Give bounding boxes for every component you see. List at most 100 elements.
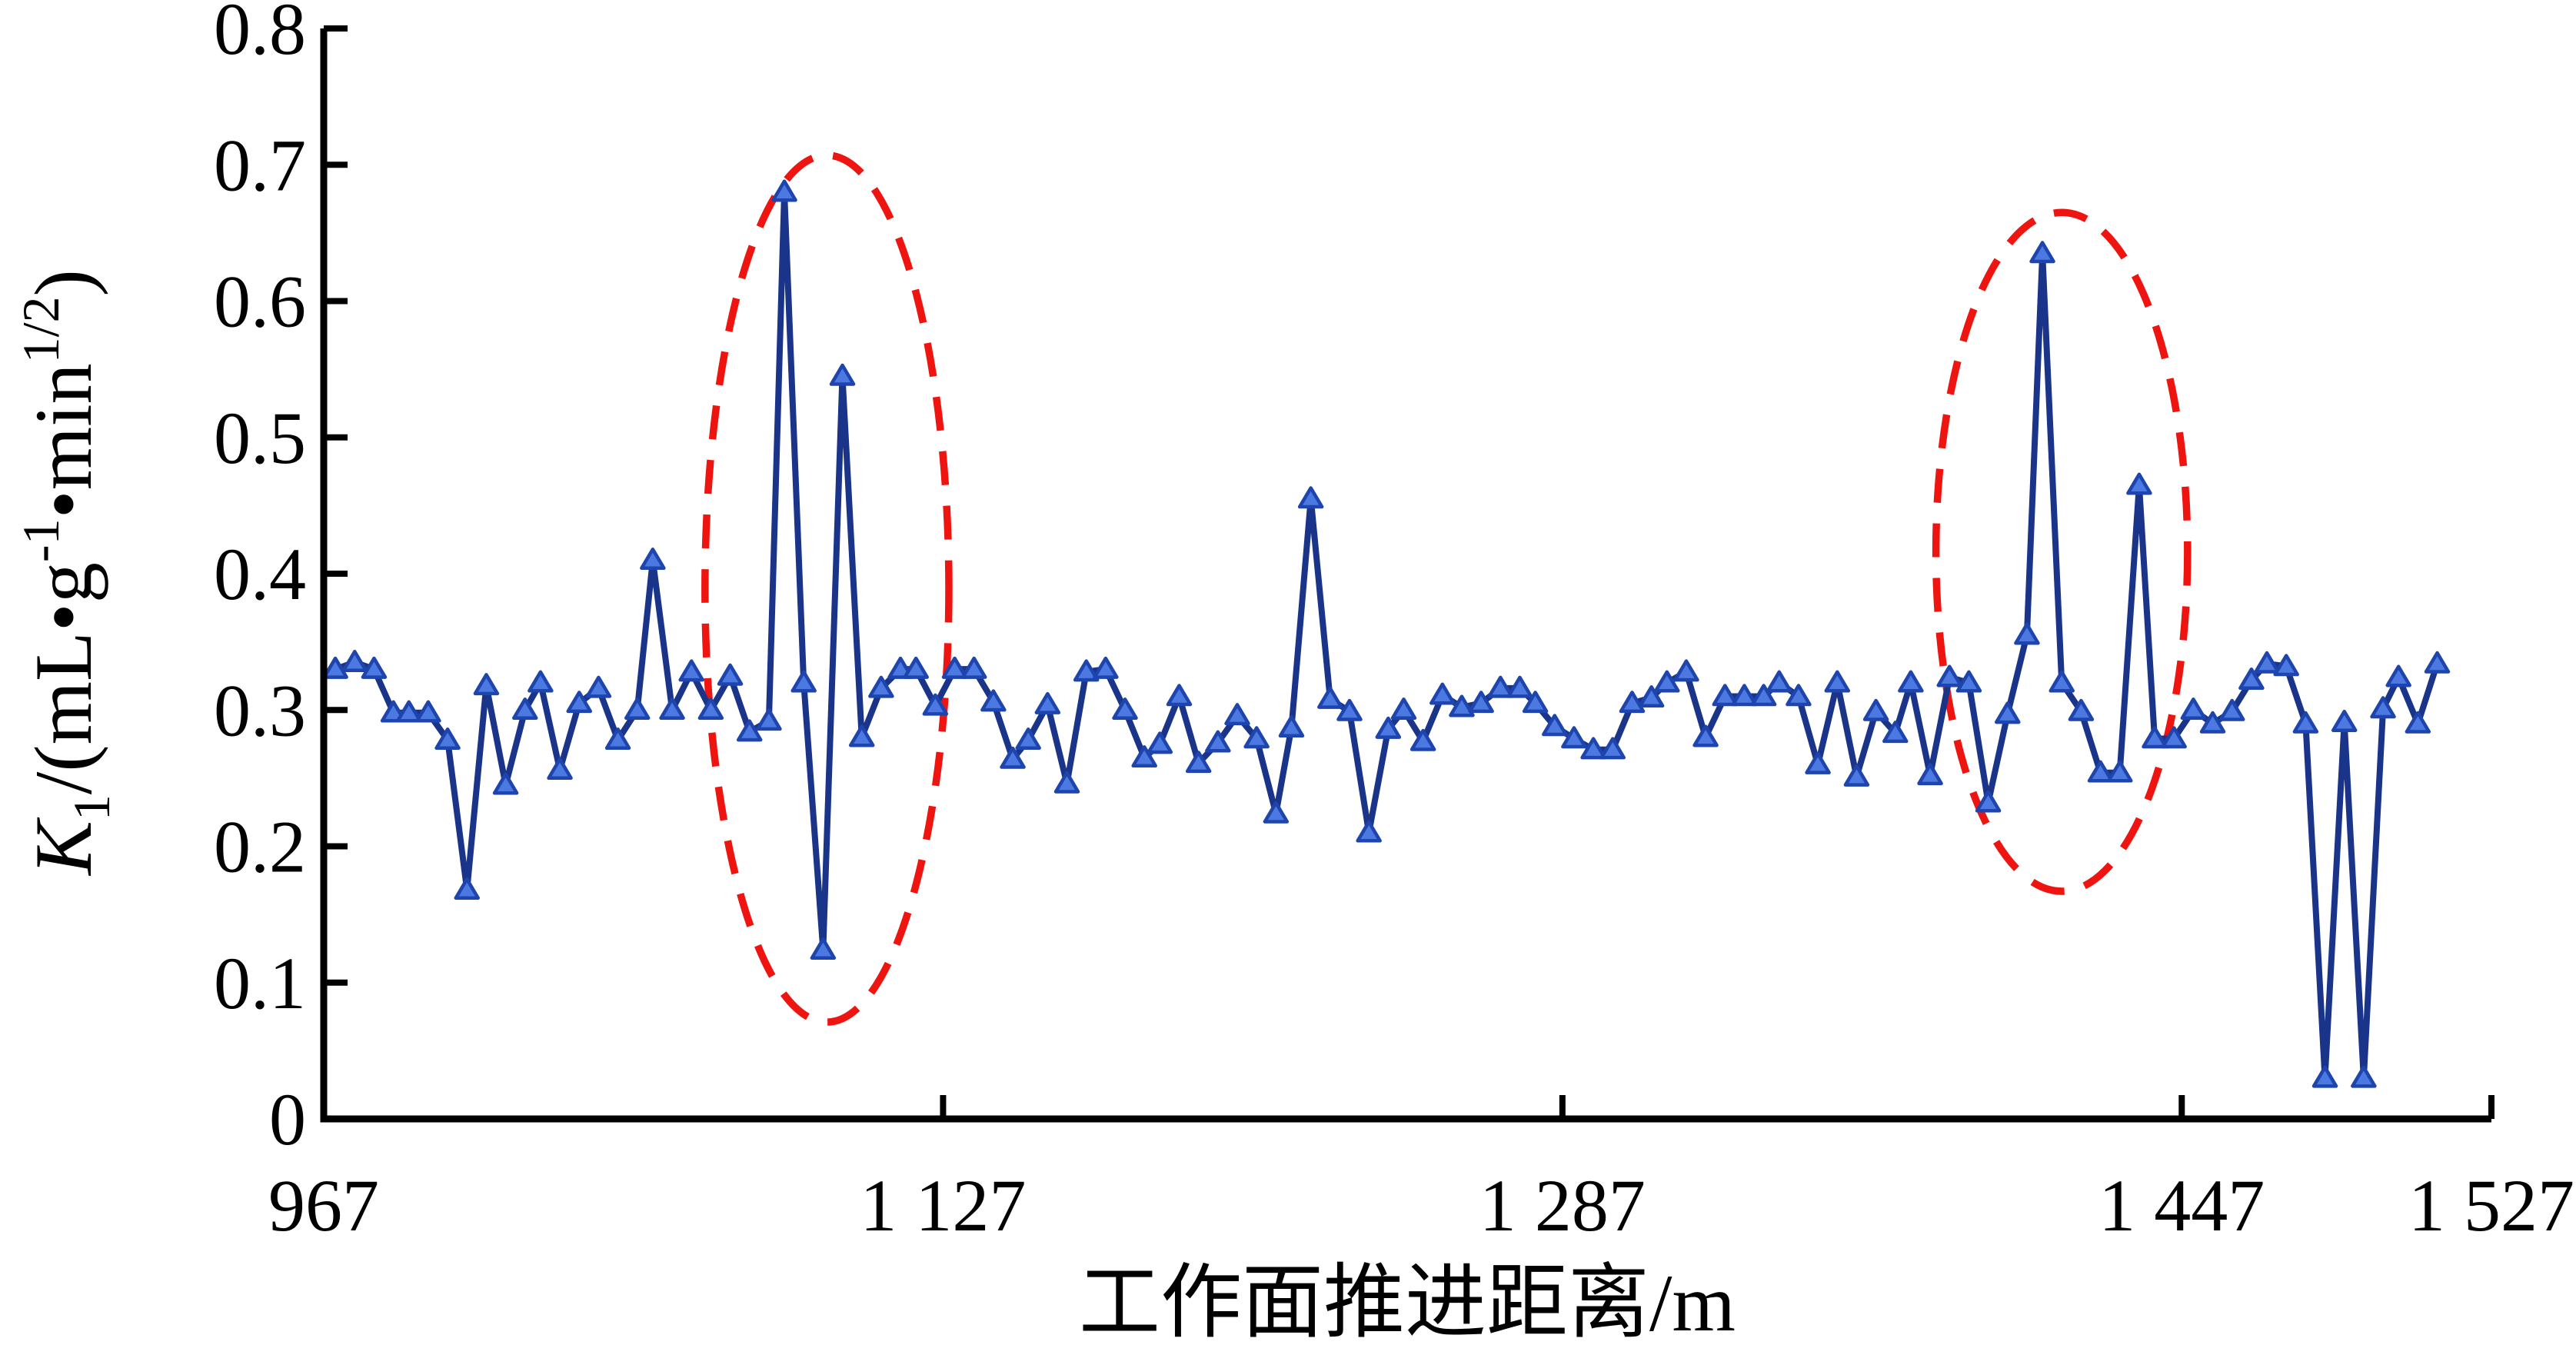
data-point-marker — [2180, 697, 2207, 720]
data-point-marker — [1356, 820, 1382, 843]
data-point-marker — [1093, 656, 1119, 679]
data-point-marker — [678, 659, 704, 682]
data-point-marker — [1147, 731, 1173, 754]
data-point-marker — [1000, 746, 1026, 769]
data-point-marker — [1995, 701, 2021, 724]
data-point-marker — [1599, 737, 1626, 760]
data-point-marker — [1750, 684, 1777, 707]
data-point-marker — [1506, 675, 1533, 698]
data-point-marker — [1166, 684, 1193, 707]
data-point-marker — [1766, 670, 1792, 693]
data-point-marker — [2048, 670, 2075, 693]
data-point-marker — [395, 700, 422, 723]
data-point-marker — [1278, 715, 1305, 738]
data-point-marker — [566, 691, 592, 714]
data-point-marker — [1692, 724, 1719, 747]
data-point-marker — [756, 708, 782, 731]
data-point-marker — [1297, 486, 1324, 509]
data-point-marker — [980, 689, 1007, 712]
data-point-marker — [2405, 711, 2431, 734]
data-point-marker — [473, 673, 500, 696]
data-point-marker — [1034, 691, 1061, 714]
y-axis-title-part: min — [18, 363, 108, 490]
data-point-marker — [1429, 682, 1456, 705]
x-axis-title: 工作面推进距离/m — [1079, 1258, 1736, 1348]
x-tick-label: 1 527 — [2408, 1164, 2574, 1247]
data-point-marker — [1390, 697, 1417, 720]
data-point-marker — [1409, 728, 1436, 751]
data-point-marker — [2218, 698, 2245, 721]
y-axis-title-part: g — [18, 562, 108, 603]
data-point-marker — [941, 656, 968, 679]
data-point-marker — [1917, 763, 1943, 786]
data-point-marker — [1375, 716, 1402, 739]
data-point-marker — [1805, 751, 1831, 774]
data-point-marker — [697, 697, 724, 720]
data-point-marker — [1843, 764, 1870, 787]
data-point-marker — [1898, 670, 1924, 693]
data-point-marker — [1131, 745, 1157, 768]
data-point-marker — [790, 670, 817, 693]
data-point-marker — [1336, 698, 1363, 721]
data-point-marker — [1185, 751, 1212, 774]
data-point-marker — [717, 663, 744, 686]
data-point-marker — [361, 656, 388, 679]
data-point-marker — [2068, 698, 2095, 721]
data-point-marker — [2254, 651, 2280, 674]
y-axis-title-part: K — [18, 817, 108, 877]
data-point-marker — [547, 757, 573, 780]
data-point-marker — [322, 656, 348, 679]
data-point-marker — [771, 179, 797, 202]
data-point-marker — [1882, 721, 1909, 744]
data-point-marker — [528, 670, 554, 693]
data-point-marker — [1015, 727, 1041, 750]
data-point-marker — [1542, 714, 1568, 737]
data-point-marker — [492, 772, 519, 795]
y-axis-title-part: 1/2 — [12, 296, 70, 363]
y-tick-label: 0.7 — [214, 124, 306, 206]
y-axis-title: K1/(mL•g-1•min1/2) — [12, 269, 121, 877]
data-point-marker — [1263, 801, 1290, 824]
series-layer — [322, 179, 2451, 1088]
x-tick-label: 1 447 — [2098, 1164, 2265, 1247]
y-axis-title-part: 1 — [62, 794, 121, 821]
data-point-marker — [829, 363, 856, 386]
data-point-marker — [1673, 659, 1699, 682]
y-tick-label: 0.6 — [214, 261, 306, 343]
data-point-marker — [2351, 1065, 2377, 1088]
data-point-marker — [2199, 711, 2226, 734]
data-point-marker — [512, 697, 538, 720]
data-point-marker — [2014, 622, 2040, 645]
data-point-marker — [1522, 691, 1549, 714]
data-point-marker — [1243, 726, 1270, 749]
data-point-marker — [1731, 684, 1758, 707]
x-tick-label: 1 127 — [860, 1164, 1026, 1247]
data-point-marker — [2087, 760, 2114, 783]
data-point-marker — [1975, 790, 2002, 813]
data-point-marker — [624, 697, 651, 720]
data-point-marker — [903, 656, 929, 679]
data-point-marker — [341, 649, 368, 672]
data-point-marker — [1580, 737, 1606, 760]
data-point-marker — [2106, 760, 2133, 783]
data-point-marker — [2424, 651, 2451, 674]
data-point-marker — [2311, 1065, 2338, 1088]
anomaly-ellipse-1 — [701, 151, 953, 1026]
data-point-marker — [1224, 703, 1250, 726]
data-point-marker — [848, 724, 875, 747]
y-tick-label: 0.8 — [214, 0, 306, 70]
data-point-marker — [922, 693, 949, 716]
y-axis-title-part: • — [18, 490, 108, 518]
y-axis-title-part: • — [18, 603, 108, 631]
data-point-marker — [454, 877, 481, 900]
data-point-marker — [1468, 691, 1494, 714]
data-point-marker — [1449, 694, 1475, 717]
y-tick-label: 0.5 — [214, 397, 306, 479]
data-point-marker — [2292, 711, 2319, 734]
data-point-marker — [736, 719, 763, 742]
data-point-marker — [2273, 654, 2299, 677]
data-point-marker — [1487, 675, 1514, 698]
data-point-marker — [2029, 241, 2055, 264]
